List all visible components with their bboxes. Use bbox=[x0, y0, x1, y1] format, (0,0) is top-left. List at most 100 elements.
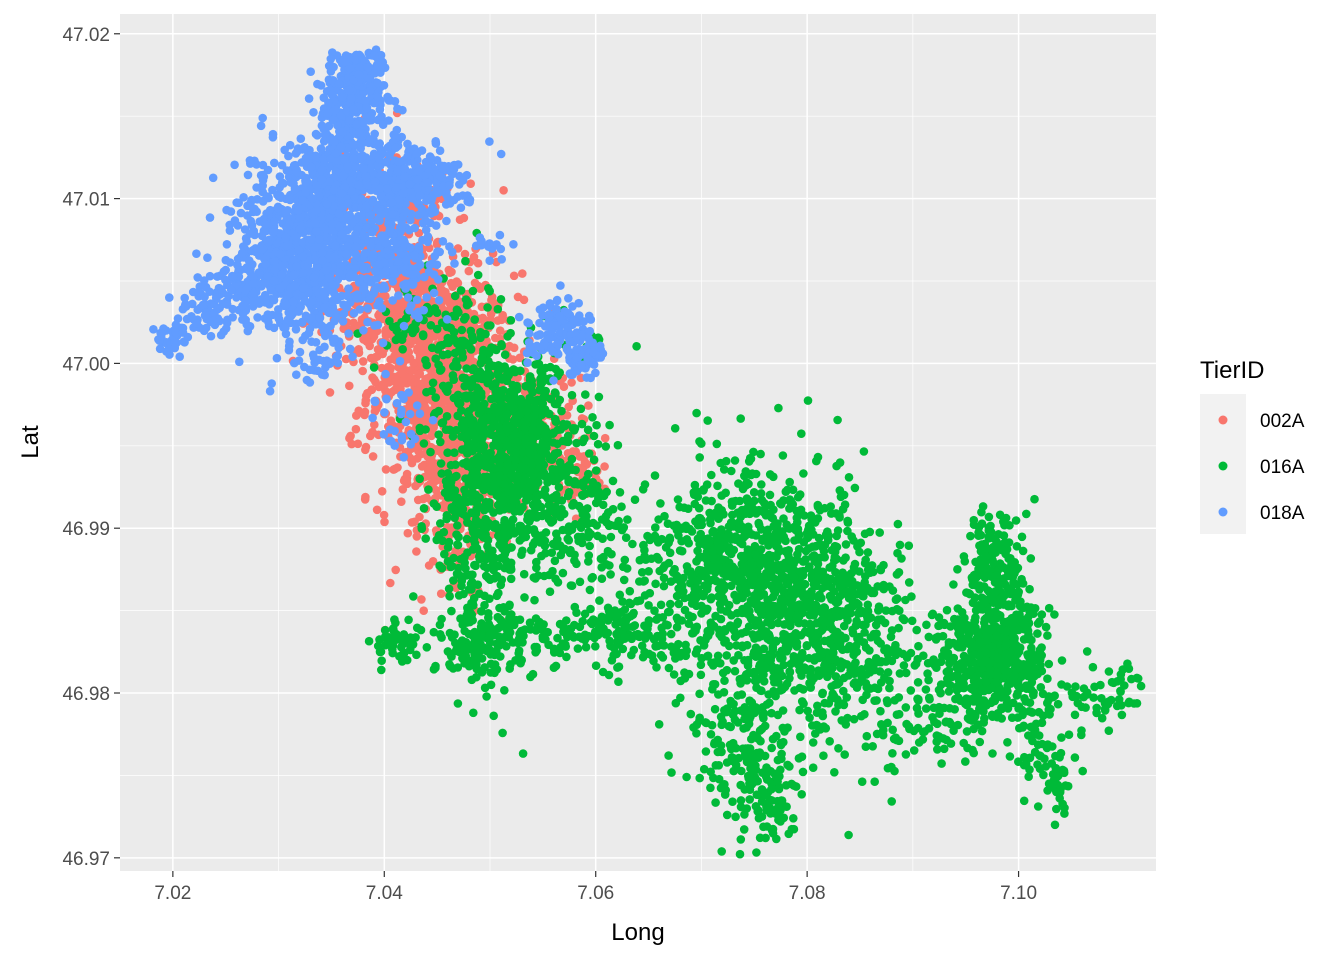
data-point bbox=[651, 642, 660, 651]
data-point bbox=[623, 515, 632, 524]
data-point bbox=[500, 549, 510, 559]
data-point bbox=[575, 452, 585, 461]
data-point bbox=[743, 545, 753, 554]
data-point bbox=[505, 600, 514, 610]
data-point bbox=[697, 439, 706, 448]
data-point bbox=[644, 601, 653, 610]
data-point bbox=[345, 381, 354, 391]
data-point bbox=[672, 622, 682, 632]
data-point bbox=[600, 433, 610, 443]
data-point bbox=[806, 624, 816, 634]
data-point bbox=[520, 593, 529, 602]
data-point bbox=[751, 652, 761, 661]
data-point bbox=[513, 437, 522, 447]
data-point bbox=[684, 611, 694, 620]
data-point bbox=[347, 439, 357, 449]
data-point bbox=[476, 530, 486, 540]
data-point bbox=[808, 530, 818, 539]
data-point bbox=[487, 430, 497, 440]
data-point bbox=[609, 643, 619, 653]
data-point bbox=[588, 413, 597, 422]
data-point bbox=[615, 590, 625, 600]
data-point bbox=[656, 650, 666, 660]
data-point bbox=[421, 534, 431, 543]
data-point bbox=[707, 496, 716, 506]
data-point bbox=[665, 607, 674, 617]
data-point bbox=[678, 648, 687, 658]
data-point bbox=[740, 506, 750, 515]
data-point bbox=[464, 585, 474, 594]
data-point bbox=[613, 663, 622, 672]
data-point bbox=[736, 796, 746, 805]
data-point bbox=[380, 517, 389, 527]
data-point bbox=[559, 623, 568, 632]
data-point bbox=[604, 670, 614, 680]
data-point bbox=[414, 369, 424, 379]
data-point bbox=[472, 672, 481, 682]
data-point bbox=[833, 415, 842, 425]
data-point bbox=[564, 402, 573, 412]
data-point bbox=[535, 617, 544, 627]
data-point bbox=[690, 584, 700, 593]
data-point bbox=[645, 535, 655, 545]
data-point bbox=[628, 539, 637, 549]
data-point bbox=[625, 598, 634, 608]
data-point bbox=[586, 604, 595, 614]
data-point bbox=[808, 552, 817, 562]
data-point bbox=[774, 608, 784, 618]
data-point bbox=[730, 590, 739, 600]
data-point bbox=[656, 600, 666, 610]
data-point bbox=[637, 641, 647, 651]
data-point bbox=[505, 613, 514, 623]
data-point bbox=[563, 632, 572, 642]
data-point bbox=[490, 402, 499, 412]
data-point bbox=[472, 664, 482, 674]
data-point bbox=[403, 528, 413, 538]
data-point bbox=[480, 458, 489, 468]
data-point bbox=[778, 451, 788, 460]
data-point bbox=[378, 380, 388, 389]
data-point bbox=[468, 545, 478, 554]
data-point bbox=[409, 592, 418, 601]
data-point bbox=[742, 494, 752, 503]
data-point bbox=[756, 609, 766, 618]
data-point bbox=[468, 487, 477, 497]
data-point bbox=[485, 631, 494, 640]
data-point bbox=[453, 699, 463, 708]
data-point bbox=[835, 511, 844, 520]
data-point bbox=[744, 570, 754, 579]
data-point bbox=[741, 481, 751, 490]
data-point bbox=[716, 747, 725, 756]
data-point bbox=[453, 384, 463, 394]
data-point bbox=[627, 650, 636, 660]
data-point bbox=[853, 542, 862, 551]
data-point bbox=[795, 490, 805, 499]
data-point bbox=[765, 470, 775, 479]
data-point bbox=[519, 295, 529, 305]
data-point bbox=[469, 528, 478, 537]
data-point bbox=[719, 569, 728, 578]
data-point bbox=[756, 559, 765, 568]
data-point bbox=[726, 621, 735, 630]
data-point bbox=[605, 636, 614, 646]
data-point bbox=[549, 663, 559, 672]
data-point bbox=[595, 596, 604, 605]
data-point bbox=[841, 553, 850, 562]
data-point bbox=[509, 496, 518, 506]
data-point bbox=[736, 835, 746, 844]
data-point bbox=[447, 633, 457, 642]
data-point bbox=[695, 689, 704, 699]
data-point bbox=[563, 491, 573, 501]
data-point bbox=[415, 423, 425, 433]
data-point bbox=[651, 579, 660, 589]
data-point bbox=[538, 399, 548, 408]
data-point bbox=[560, 544, 569, 554]
data-point bbox=[553, 475, 562, 484]
data-point bbox=[613, 440, 623, 450]
data-point bbox=[578, 616, 587, 626]
data-point bbox=[368, 329, 377, 339]
data-point bbox=[734, 518, 744, 527]
data-point bbox=[530, 595, 539, 605]
data-point bbox=[462, 618, 472, 627]
data-point bbox=[657, 534, 667, 544]
